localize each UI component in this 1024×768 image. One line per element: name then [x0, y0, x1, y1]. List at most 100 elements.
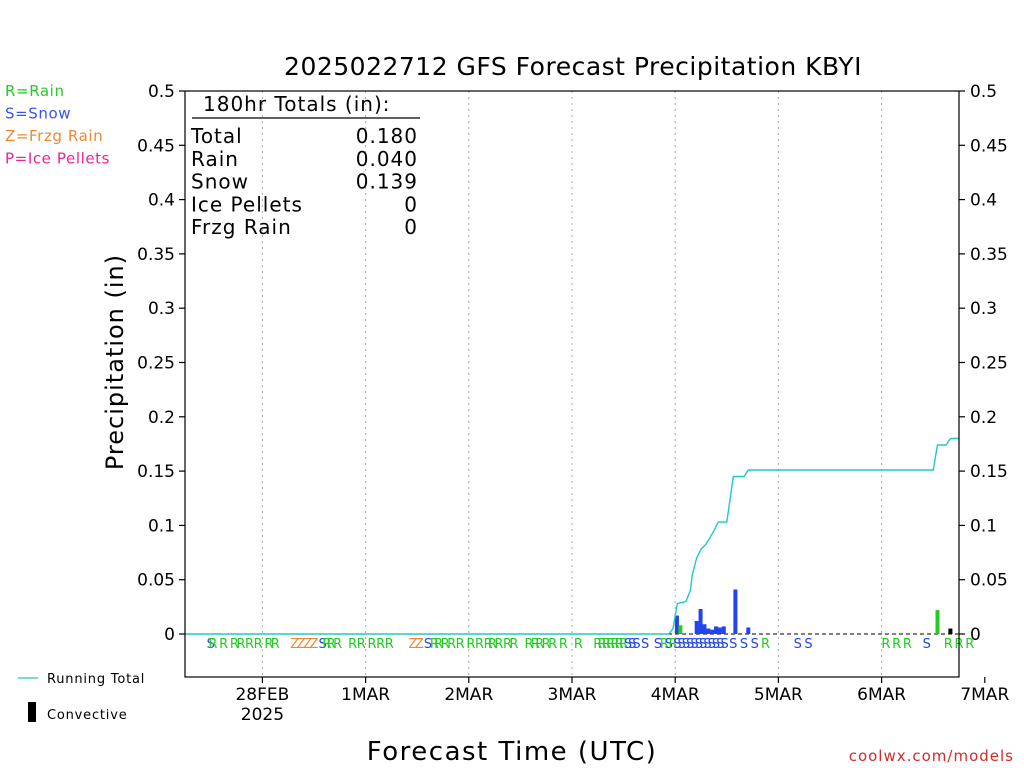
ptype-letter: R: [619, 637, 628, 652]
ptype-letter: S: [716, 637, 724, 652]
totals-heading: 180hr Totals (in):: [203, 92, 391, 116]
ptype-letter: Z: [415, 637, 424, 652]
y-tick-label-left: 0.3: [148, 299, 175, 319]
ptype-letter: S: [654, 637, 662, 652]
totals-box: 180hr Totals (in): Total 0.180 Rain 0.040 Sn…: [190, 92, 420, 239]
ptype-letter: R: [466, 637, 475, 652]
x-tick-sublabel: 2025: [241, 705, 284, 725]
ptype-letter: R: [548, 637, 557, 652]
totals-label: Ice Pellets: [191, 192, 303, 216]
ptype-letter: S: [729, 637, 737, 652]
ptype-letter: S: [424, 637, 432, 652]
ptype-letter: R: [610, 637, 619, 652]
y-tick-label-left: 0.05: [137, 571, 175, 591]
ptype-letter: R: [524, 637, 533, 652]
ptype-letter: R: [368, 637, 377, 652]
ptype-letter: S: [641, 637, 649, 652]
precip-bar-rain: [935, 610, 940, 634]
totals-label: Rain: [191, 147, 239, 171]
ptype-letter: R: [348, 637, 357, 652]
ptype-letter: Z: [408, 637, 417, 652]
ptype-letter: R: [535, 637, 544, 652]
x-tick-label: 1MAR: [341, 685, 390, 705]
ptype-letter: S: [794, 637, 802, 652]
ptype-letter: R: [660, 637, 669, 652]
totals-value: 0: [404, 215, 418, 239]
precip-bar-snow: [733, 589, 738, 634]
y-tick-label-left: 0: [164, 625, 175, 645]
ptype-letter: S: [682, 637, 690, 652]
precip-bar-rain: [678, 625, 683, 634]
credit-link[interactable]: coolwx.com/models: [849, 747, 1014, 765]
ptype-letter: R: [598, 637, 607, 652]
ptype-letter: S: [678, 637, 686, 652]
ptype-letter: S: [690, 637, 698, 652]
y-tick-label-right: 0.45: [970, 136, 1008, 156]
precip-bar-snow: [702, 624, 707, 634]
precip-bar-snow: [746, 627, 751, 634]
ptype-letter: R: [385, 637, 394, 652]
y-tick-label-right: 0: [970, 625, 981, 645]
precip-bar-snow: [714, 626, 719, 634]
y-tick-label-left: 0.35: [137, 245, 175, 265]
ptype-letter: R: [475, 637, 484, 652]
ptype-letter: S: [632, 637, 640, 652]
ptype-letter: S: [923, 637, 931, 652]
precip-type-legend: R=Rain S=Snow Z=Frzg Rain P=Ice Pellets: [5, 82, 110, 168]
ptype-letter: S: [673, 637, 681, 652]
ptype-letter: S: [721, 637, 729, 652]
y-tick-label-right: 0.35: [970, 245, 1008, 265]
ptype-letter: R: [488, 637, 497, 652]
y-axis-left: 0 0.05 0.1 0.15 0.2 0.25 0.3 0.35 0.4 0.45 0.5: [137, 82, 185, 645]
ptype-letter: R: [944, 637, 953, 652]
y-tick-label-right: 0.4: [970, 191, 997, 211]
precip-bars: [674, 589, 953, 634]
running-total-series: [185, 437, 959, 635]
ptype-letter: R: [264, 637, 273, 652]
y-tick-label-right: 0.5: [970, 82, 997, 102]
ptype-letter: S: [703, 637, 711, 652]
x-tick-label: 7MAR: [960, 685, 1009, 705]
ptype-letter: Z: [290, 637, 299, 652]
running-total-line: [185, 437, 959, 635]
x-tick-label: 3MAR: [548, 685, 597, 705]
ptype-letter: R: [593, 637, 602, 652]
y-axis-label: Precipitation (in): [101, 254, 129, 470]
x-tick-label: 2MAR: [444, 685, 493, 705]
legend-item-ice-pellets: P=Ice Pellets: [5, 150, 110, 168]
y-tick-label-right: 0.3: [970, 299, 997, 319]
ptype-letter: R: [602, 637, 611, 652]
ptype-letter: R: [271, 637, 280, 652]
ptype-letter: R: [236, 637, 245, 652]
ptype-letter: S: [708, 637, 716, 652]
y-tick-label-left: 0.25: [137, 354, 175, 374]
ptype-letter: R: [669, 637, 678, 652]
x-tick-label: 6MAR: [857, 685, 906, 705]
totals-label: Snow: [191, 170, 249, 194]
ptype-letter: R: [606, 637, 615, 652]
ptype-letter: S: [712, 637, 720, 652]
ptype-letter: R: [230, 637, 239, 652]
x-tick-label: 4MAR: [651, 685, 700, 705]
ptype-letter: R: [447, 637, 456, 652]
totals-value: 0.180: [356, 124, 418, 148]
y-tick-label-left: 0.5: [148, 82, 175, 102]
ptype-letter: R: [542, 637, 551, 652]
precip-bar-snow: [694, 620, 699, 634]
running-total-legend-label: Running Total: [47, 672, 145, 687]
ptype-letter: R: [559, 637, 568, 652]
ptype-letter: R: [615, 637, 624, 652]
legend-item-snow: S=Snow: [5, 105, 71, 123]
ptype-letter: S: [751, 637, 759, 652]
ptype-letter: R: [441, 637, 450, 652]
ptype-letter: R: [430, 637, 439, 652]
y-tick-label-left: 0.4: [148, 191, 175, 211]
ptype-letter: R: [509, 637, 518, 652]
totals-label: Total: [190, 124, 243, 148]
precip-bar-snow: [710, 629, 715, 634]
convective-legend-label: Convective: [47, 708, 128, 723]
precip-bar-snow: [721, 626, 726, 634]
ptype-letter: R: [219, 637, 228, 652]
